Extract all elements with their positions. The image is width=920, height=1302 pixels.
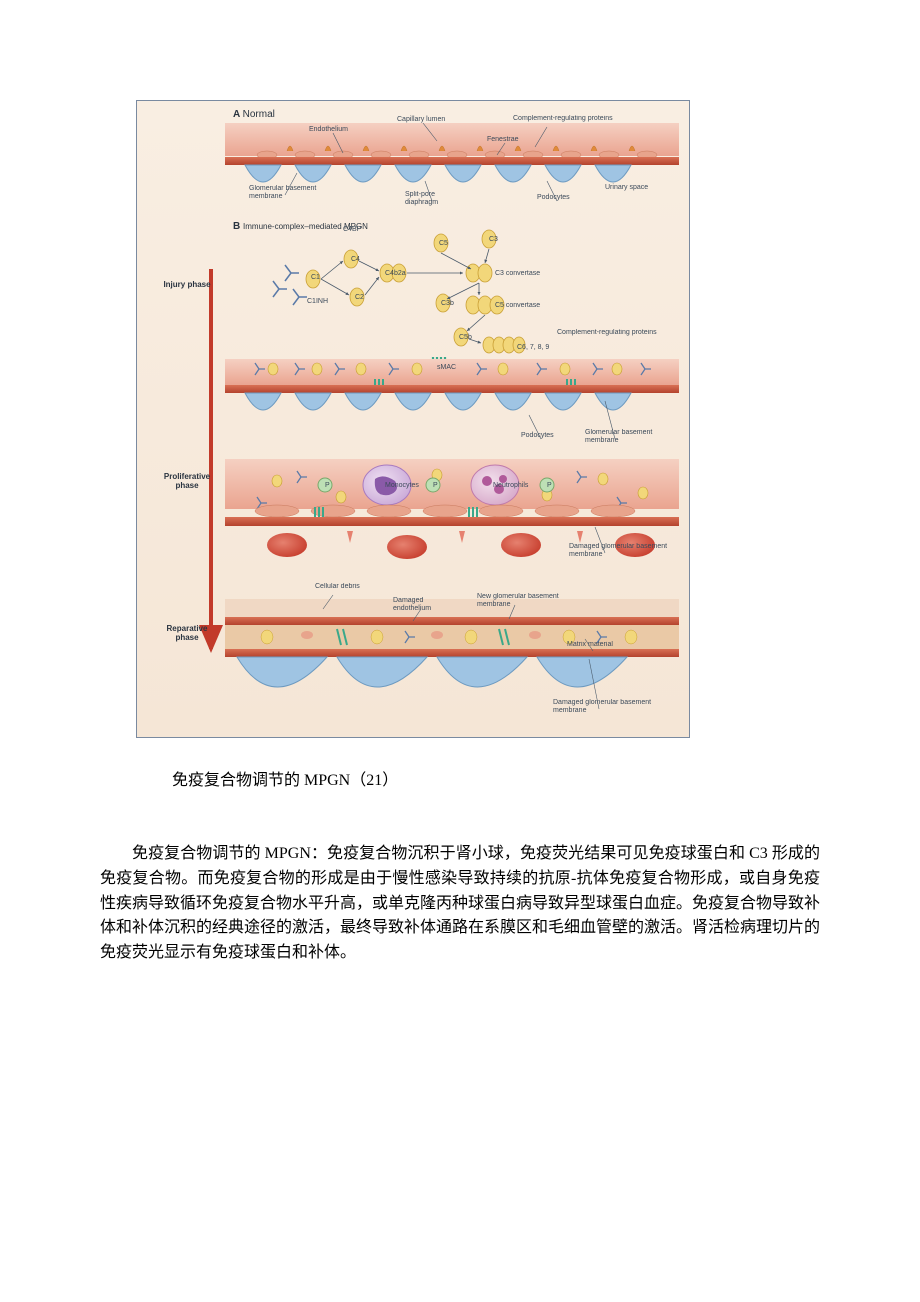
svg-text:A Normal: A Normal — [233, 109, 275, 120]
svg-text:C4: C4 — [351, 256, 360, 263]
svg-text:Fenestrae: Fenestrae — [487, 136, 519, 143]
svg-text:P: P — [433, 482, 438, 489]
svg-text:C2: C2 — [355, 294, 364, 301]
svg-text:C5: C5 — [439, 240, 448, 247]
svg-text:Endothelium: Endothelium — [309, 126, 348, 133]
svg-text:C5b: C5b — [459, 334, 472, 341]
svg-text:C6, 7, 8, 9: C6, 7, 8, 9 — [517, 344, 549, 351]
figure-caption: 免疫复合物调节的 MPGN（21） — [172, 766, 820, 790]
svg-text:C4BP: C4BP — [343, 226, 362, 233]
svg-text:C5 convertase: C5 convertase — [495, 302, 540, 309]
svg-text:P: P — [547, 482, 552, 489]
svg-text:sMAC: sMAC — [437, 364, 456, 371]
svg-text:Neutrophils: Neutrophils — [493, 482, 529, 489]
svg-text:C3: C3 — [489, 236, 498, 243]
svg-text:Monocytes: Monocytes — [385, 482, 419, 489]
svg-text:C1INH: C1INH — [307, 298, 328, 305]
svg-text:C4b2a: C4b2a — [385, 270, 406, 277]
svg-text:Urinary space: Urinary space — [605, 184, 648, 191]
svg-text:C3b: C3b — [441, 300, 454, 307]
svg-text:Capillary lumen: Capillary lumen — [397, 116, 445, 123]
svg-text:Injury phase: Injury phase — [163, 280, 211, 289]
mpgn-diagram: A Normal B Immune-complex–mediated MPGN — [137, 101, 689, 737]
svg-text:C1: C1 — [311, 274, 320, 281]
svg-text:C3 convertase: C3 convertase — [495, 270, 540, 277]
svg-text:P: P — [325, 482, 330, 489]
figure-container: A Normal B Immune-complex–mediated MPGN — [136, 100, 690, 738]
svg-text:Podocytes: Podocytes — [521, 432, 554, 439]
svg-text:Podocytes: Podocytes — [537, 194, 570, 201]
body-paragraph: 免疫复合物调节的 MPGN：免疫复合物沉积于肾小球，免疫荧光结果可见免疫球蛋白和… — [100, 842, 820, 966]
